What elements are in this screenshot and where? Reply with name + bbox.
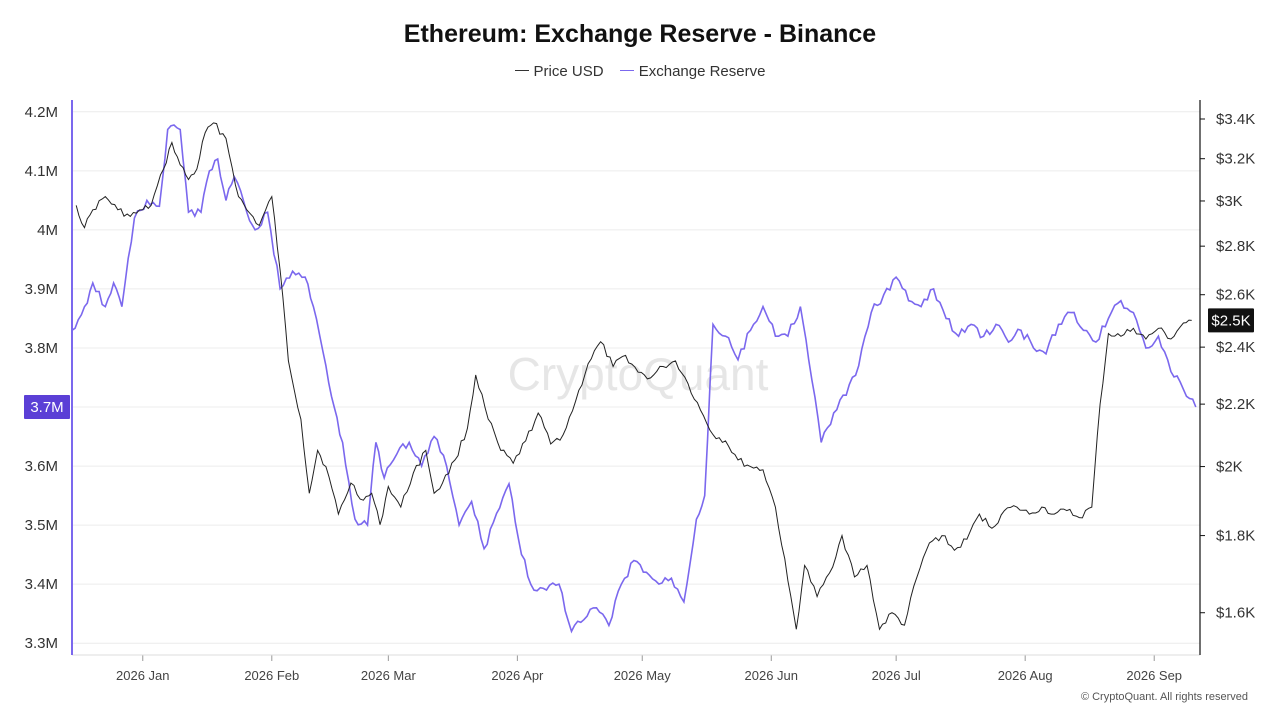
right-tick-label: $2.8K bbox=[1216, 238, 1255, 255]
left-tick-label: 4M bbox=[37, 222, 58, 239]
x-tick-label: 2026 May bbox=[614, 668, 672, 683]
legend-swatch-reserve bbox=[619, 69, 634, 71]
right-tick-label: $2.4K bbox=[1216, 339, 1255, 356]
x-tick-label: 2026 Sep bbox=[1126, 668, 1182, 683]
series-line-price-usd[interactable] bbox=[75, 122, 1192, 631]
left-tick-label: 3.8M bbox=[25, 340, 58, 357]
right-tick-label: $1.6K bbox=[1216, 605, 1255, 622]
right-tick-label: $2.6K bbox=[1216, 287, 1255, 304]
left-tick-label: 3.4M bbox=[25, 576, 58, 593]
x-tick-label: 2026 Jul bbox=[872, 668, 921, 683]
x-tick-label: 2026 Jan bbox=[116, 668, 170, 683]
left-tick-label: 3.9M bbox=[25, 281, 58, 298]
x-axis: 2026 Jan 2026 Feb 2026 Mar 2026 Apr 2026 May… bbox=[72, 654, 1200, 683]
left-tick-label: 3.3M bbox=[25, 635, 58, 652]
current-value-badge-right: $2.5K bbox=[1208, 308, 1254, 333]
right-tick-label: $3K bbox=[1216, 193, 1243, 210]
legend-label-reserve: Exchange Reserve bbox=[638, 63, 766, 80]
right-axis: $3.4K $3.2K $3K $2.8K $2.6K $2.4K $2.2K $2K $1.8… bbox=[1200, 111, 1255, 622]
right-tick-label: $2K bbox=[1216, 459, 1243, 476]
left-tick-label: 3.6M bbox=[25, 458, 58, 475]
legend-swatch-price bbox=[514, 69, 529, 71]
right-tick-label: $3.4K bbox=[1216, 111, 1255, 128]
right-tick-label: $3.2K bbox=[1216, 151, 1255, 168]
right-tick-label: $1.8K bbox=[1216, 528, 1255, 545]
legend-label-price: Price USD bbox=[533, 63, 604, 80]
chart-title: Ethereum: Exchange Reserve - Binance bbox=[403, 20, 877, 48]
current-value-badge-left: 3.7M bbox=[24, 395, 70, 420]
current-value-right-label: $2.5K bbox=[1211, 312, 1250, 329]
copyright: © CryptoQuant. All rights reserved bbox=[1080, 691, 1248, 703]
legend-item-reserve[interactable]: Exchange Reserve bbox=[619, 63, 766, 80]
x-tick-label: 2026 Jun bbox=[745, 668, 799, 683]
x-tick-label: 2026 Apr bbox=[491, 668, 544, 683]
grid bbox=[72, 111, 1200, 644]
x-tick-label: 2026 Aug bbox=[998, 668, 1053, 683]
current-value-left-label: 3.7M bbox=[30, 399, 63, 416]
left-tick-label: 3.5M bbox=[25, 517, 58, 534]
left-tick-label: 4.1M bbox=[25, 163, 58, 180]
legend-item-price[interactable]: Price USD bbox=[514, 63, 604, 80]
legend: Price USD Exchange Reserve bbox=[0, 63, 1280, 80]
left-tick-label: 4.2M bbox=[25, 104, 58, 121]
x-tick-label: 2026 Mar bbox=[361, 668, 417, 683]
right-tick-label: $2.2K bbox=[1216, 396, 1255, 413]
series-line-exchange-reserve[interactable] bbox=[71, 124, 1197, 634]
watermark: CryptoQuant bbox=[508, 348, 769, 400]
x-tick-label: 2026 Feb bbox=[244, 668, 299, 683]
